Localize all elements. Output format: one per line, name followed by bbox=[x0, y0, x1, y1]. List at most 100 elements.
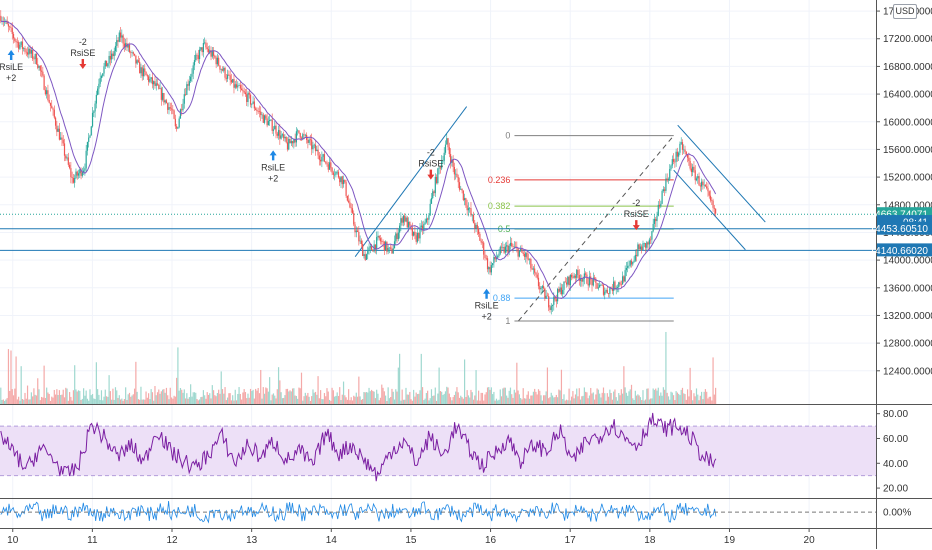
signal-label: -2 bbox=[632, 198, 640, 208]
candle-body bbox=[413, 231, 415, 236]
candle-body bbox=[507, 245, 509, 253]
volume-bar bbox=[437, 393, 439, 404]
volume-bar bbox=[187, 398, 189, 404]
volume-bar bbox=[0, 387, 2, 404]
candle-body bbox=[688, 157, 690, 162]
volume-bar bbox=[588, 395, 591, 404]
candle-body bbox=[542, 286, 545, 289]
volume-bar bbox=[351, 400, 354, 404]
volume-bar bbox=[340, 400, 342, 404]
volume-bar bbox=[535, 391, 537, 404]
rsi-pane bbox=[0, 412, 876, 482]
volume-bar bbox=[697, 394, 699, 404]
candle-body bbox=[465, 198, 467, 206]
volume-bar bbox=[629, 389, 631, 404]
candle-body bbox=[61, 137, 63, 140]
volume-bar bbox=[128, 392, 131, 404]
volume-bar bbox=[65, 387, 67, 404]
volume-bar bbox=[1, 399, 3, 404]
candle-body bbox=[558, 289, 560, 292]
candle-body bbox=[600, 284, 602, 286]
candle-body bbox=[52, 108, 54, 110]
candle-body bbox=[428, 215, 430, 220]
candle-body bbox=[660, 203, 662, 207]
candle-body bbox=[537, 277, 540, 287]
candle-body bbox=[469, 208, 471, 209]
candle-body bbox=[462, 190, 464, 201]
candle-body bbox=[397, 232, 399, 240]
volume-bar bbox=[342, 381, 345, 404]
candle-body bbox=[122, 35, 124, 44]
volume-bar bbox=[708, 396, 710, 404]
volume-bar bbox=[267, 391, 269, 404]
volume-bar bbox=[197, 400, 199, 404]
candle-body bbox=[196, 54, 198, 56]
candle-body bbox=[46, 90, 48, 95]
candle-body bbox=[67, 157, 69, 165]
candle-body bbox=[233, 79, 235, 88]
candle-body bbox=[523, 253, 526, 257]
candle-body bbox=[457, 177, 459, 183]
fib-level-label: 0.382 bbox=[488, 201, 511, 211]
volume-bar bbox=[503, 387, 505, 404]
volume-bar bbox=[592, 392, 594, 404]
volume-bar bbox=[188, 397, 190, 404]
horizontal-lines[interactable] bbox=[0, 213, 876, 251]
volume-bar bbox=[10, 350, 12, 404]
volume-bar bbox=[86, 398, 89, 404]
volume-bar bbox=[344, 395, 346, 404]
candle-body bbox=[330, 162, 332, 168]
volume-bar bbox=[609, 389, 611, 404]
volume-bar bbox=[223, 393, 225, 404]
volume-bar bbox=[107, 396, 109, 404]
candle-body bbox=[502, 247, 504, 248]
candle-body bbox=[77, 173, 80, 176]
candle-body bbox=[434, 176, 436, 194]
volume-bar bbox=[368, 387, 370, 404]
volume-bar bbox=[39, 400, 41, 404]
volume-bar bbox=[624, 387, 626, 404]
candle-body bbox=[100, 75, 103, 79]
candle-body bbox=[297, 130, 299, 132]
volume-bar bbox=[221, 389, 224, 404]
volume-bar bbox=[512, 397, 514, 404]
candle-body bbox=[300, 137, 303, 139]
signal-label: +2 bbox=[481, 312, 491, 322]
volume-bar bbox=[243, 389, 245, 404]
volume-bar bbox=[232, 395, 234, 404]
candle-body bbox=[223, 67, 225, 71]
candle-body bbox=[657, 204, 659, 216]
oscillator-pane bbox=[0, 500, 717, 524]
volume-bar bbox=[142, 399, 145, 404]
volume-bar bbox=[196, 398, 198, 404]
candle-body bbox=[270, 119, 272, 121]
volume-bar bbox=[146, 397, 148, 404]
currency-badge[interactable]: USD bbox=[893, 4, 917, 19]
candle-body bbox=[407, 221, 410, 228]
volume-bar bbox=[51, 396, 53, 404]
oscillator-line bbox=[0, 500, 717, 524]
candle-body bbox=[494, 257, 496, 260]
volume-bar bbox=[160, 391, 162, 404]
volume-bar bbox=[38, 389, 40, 404]
candle-body bbox=[706, 186, 708, 189]
candle-body bbox=[618, 282, 620, 288]
volume-bar bbox=[694, 396, 696, 404]
volume-bar bbox=[490, 387, 492, 404]
volume-bar bbox=[434, 387, 436, 404]
volume-bar bbox=[230, 400, 233, 404]
volume-bar bbox=[181, 389, 183, 404]
volume-bar bbox=[151, 392, 154, 404]
volume-bar bbox=[579, 399, 582, 404]
candle-body bbox=[625, 267, 628, 271]
volume-bar bbox=[84, 395, 86, 404]
candle-body bbox=[500, 246, 503, 248]
volume-bar bbox=[407, 394, 410, 404]
time-tick-label: 19 bbox=[724, 535, 736, 546]
candle-body bbox=[123, 43, 125, 47]
volume-bar bbox=[29, 399, 31, 404]
candle-body bbox=[285, 136, 287, 143]
candle-body bbox=[340, 176, 342, 183]
candle-body bbox=[490, 265, 492, 273]
